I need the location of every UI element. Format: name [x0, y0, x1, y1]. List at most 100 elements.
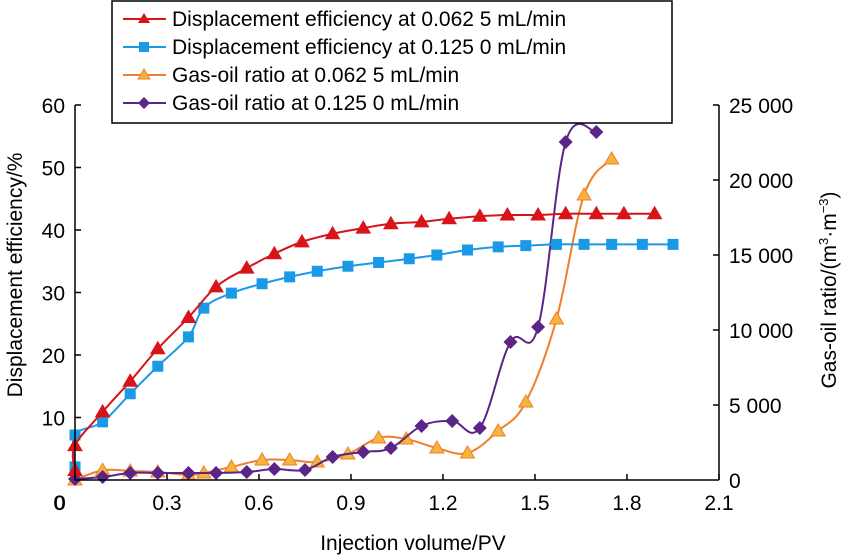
y2-tick-label: 10 000: [729, 320, 793, 343]
data-point: [373, 257, 385, 268]
data-point: [414, 419, 429, 433]
data-point: [356, 444, 371, 459]
legend-label-0: Displacement efficiency at 0.062 5 mL/mi…: [172, 8, 566, 31]
data-point: [667, 238, 679, 250]
legend-item-2: Gas-oil ratio at 0.062 5 mL/min: [123, 64, 459, 87]
series-line-0: [71, 212, 655, 471]
legend-marker-3: [138, 97, 150, 109]
x-tick-label: 0.3: [152, 492, 181, 515]
y2-tick-label: 20 000: [729, 170, 793, 193]
data-point: [370, 430, 387, 444]
data-point: [616, 205, 632, 220]
y2-tick-label: 0: [729, 470, 741, 493]
legend-marker-1: [139, 42, 149, 52]
x-tick-label: 0.9: [336, 492, 365, 515]
x-tick-label: 1.2: [428, 492, 457, 515]
data-point: [589, 125, 604, 139]
data-point: [441, 210, 458, 225]
y2-tick-label: 15 000: [729, 245, 793, 268]
y-axis-title: Displacement efficiency/%: [4, 153, 27, 398]
y-tick-label: 0: [53, 492, 65, 515]
legend-box: [111, 0, 673, 124]
data-point: [646, 205, 663, 220]
data-point: [445, 414, 460, 429]
data-point: [459, 445, 476, 459]
data-point: [182, 331, 194, 343]
data-point: [294, 233, 310, 248]
data-point: [325, 450, 340, 465]
data-point: [239, 465, 254, 480]
data-point: [603, 151, 620, 165]
data-point: [311, 265, 323, 277]
series-0: [67, 205, 663, 477]
y-tick-label: 60: [42, 95, 65, 118]
data-point: [428, 440, 445, 454]
data-point: [94, 403, 111, 418]
legend-marker-0: [138, 13, 150, 23]
data-point: [503, 335, 518, 349]
data-point: [431, 249, 443, 261]
data-point: [267, 462, 282, 477]
data-point: [548, 311, 565, 325]
data-point: [309, 454, 326, 468]
data-point: [557, 205, 574, 220]
series-line-1: [71, 243, 673, 467]
data-point: [576, 187, 592, 201]
x-axis-title: Injection volume/PV: [320, 532, 506, 555]
data-point: [636, 238, 648, 250]
data-point: [209, 465, 224, 480]
y2-axis-title-mid: ·m: [818, 213, 841, 238]
data-point: [355, 220, 372, 234]
data-point: [150, 465, 165, 480]
data-point: [181, 465, 196, 480]
data-point: [123, 465, 138, 480]
legend: Displacement efficiency at 0.062 5 mL/mi…: [111, 0, 673, 124]
data-point: [472, 420, 487, 435]
data-point: [238, 260, 255, 274]
y2-axis-title-sup1: 3: [816, 238, 831, 245]
series-1: [69, 238, 679, 473]
data-point: [195, 464, 212, 479]
y-tick-label: 40: [42, 220, 65, 243]
y-tick-label: 10: [42, 408, 65, 431]
x-tick-label: 1.8: [612, 492, 641, 515]
data-point: [492, 241, 504, 253]
data-point: [382, 215, 399, 230]
data-point: [284, 271, 296, 283]
legend-marker-2: [137, 68, 151, 80]
legend-item-0: Displacement efficiency at 0.062 5 mL/mi…: [123, 8, 566, 31]
y2-tick-label: 25 000: [729, 95, 793, 118]
data-point: [490, 422, 507, 437]
x-tick-label: 0: [54, 492, 66, 515]
y2-axis-title-sup2: −3: [816, 198, 831, 213]
data-point: [97, 416, 109, 428]
data-point: [342, 260, 354, 272]
data-point: [520, 240, 532, 252]
data-point: [383, 441, 398, 456]
data-point: [499, 207, 516, 221]
x-tick-label: 1.5: [520, 492, 549, 515]
y2-axis-title: Gas-oil ratio/(m3·m−3): [816, 191, 841, 388]
data-point: [152, 360, 164, 372]
series-layer: [67, 123, 679, 486]
data-point: [588, 205, 605, 220]
data-point: [471, 208, 488, 222]
data-point: [578, 238, 590, 250]
data-point: [198, 302, 210, 314]
series-line-2: [74, 158, 613, 481]
y-tick-label: 50: [42, 158, 65, 181]
data-point: [550, 238, 562, 250]
data-point: [149, 340, 166, 355]
data-point: [298, 462, 312, 477]
y-tick-label: 30: [42, 283, 65, 306]
data-point: [124, 388, 136, 400]
data-point: [413, 213, 430, 228]
data-point: [531, 320, 546, 334]
data-point: [517, 394, 534, 408]
data-point: [403, 253, 415, 265]
y2-axis-title-prefix: Gas-oil ratio/(m: [818, 245, 841, 389]
data-point: [122, 373, 139, 387]
legend-label-3: Gas-oil ratio at 0.125 0 mL/min: [172, 92, 459, 115]
